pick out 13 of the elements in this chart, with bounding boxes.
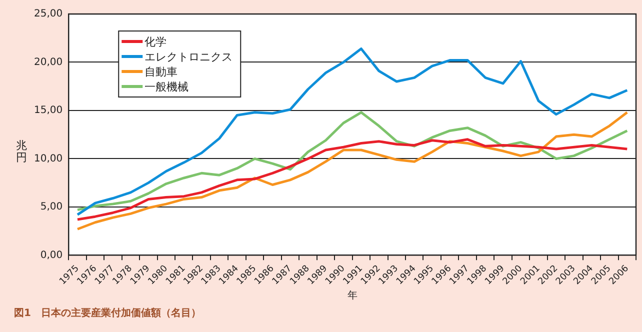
legend-label: 化学 [144, 35, 167, 48]
y-tick-label: 10,00 [34, 153, 63, 164]
y-tick-label: 20,00 [34, 56, 63, 68]
y-tick-label: 25,00 [34, 8, 63, 20]
y-tick-label: 5,00 [40, 202, 63, 213]
legend-label: エレクトロニクス [144, 50, 233, 64]
legend-label: 自動車 [144, 65, 178, 78]
legend-label: 一般機械 [144, 80, 189, 94]
y-tick-label: 15,00 [34, 105, 63, 116]
y-tick-label: 0,00 [40, 250, 63, 261]
caption: 図1 日本の主要産業付加価値額（名目） [14, 306, 201, 320]
x-axis-title: 年 [347, 290, 358, 302]
y-axis-title: 兆円 [16, 139, 28, 164]
